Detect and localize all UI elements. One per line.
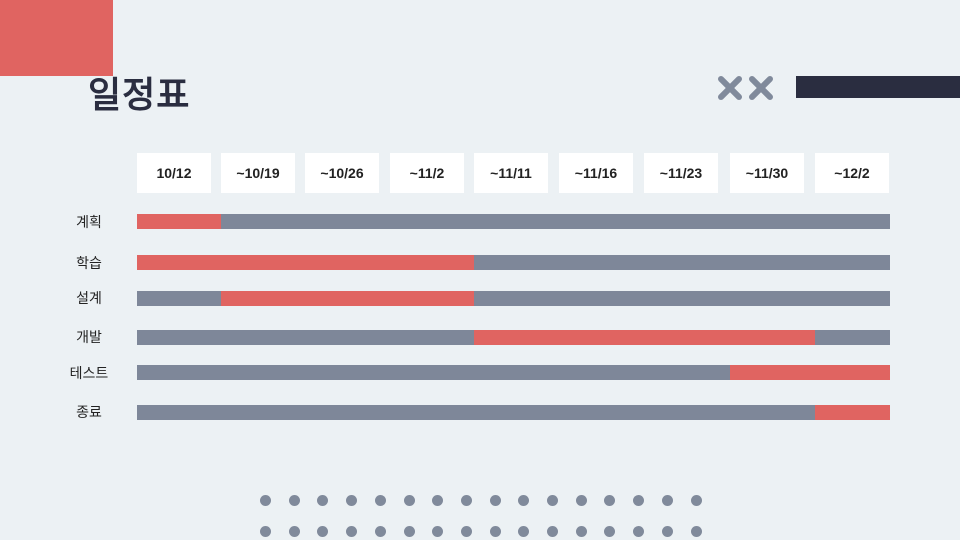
row-label: 계획 xyxy=(76,215,102,231)
decorative-dot xyxy=(661,495,673,506)
decorative-dot xyxy=(489,495,501,506)
decorative-dot xyxy=(547,526,558,537)
timeline-column-header: ~12/2 xyxy=(815,153,889,193)
row-track xyxy=(137,365,890,380)
decorative-dot xyxy=(575,495,587,506)
decorative-dot xyxy=(432,526,444,537)
decorative-dot xyxy=(690,526,702,537)
timeline-column-header: ~11/16 xyxy=(559,153,633,193)
corner-accent-block xyxy=(0,0,113,76)
timeline-column-header: ~11/30 xyxy=(730,153,804,193)
row-track xyxy=(137,214,890,229)
decorative-dot xyxy=(317,495,329,506)
timeline-column-header: ~10/26 xyxy=(305,153,379,193)
row-progress-segment xyxy=(137,214,221,229)
timeline-column-header: ~11/23 xyxy=(644,153,718,193)
decorative-dot xyxy=(518,526,530,537)
row-track xyxy=(137,405,890,420)
decorative-dot xyxy=(374,526,386,537)
row-progress-segment xyxy=(815,405,890,420)
row-progress-segment xyxy=(221,291,474,306)
decorative-dot xyxy=(633,526,645,537)
decorative-dot xyxy=(403,495,415,506)
decorative-dot xyxy=(661,526,673,537)
decorative-dot xyxy=(432,495,444,506)
x-icon xyxy=(718,76,742,100)
row-label: 개발 xyxy=(76,330,102,346)
decorative-dot xyxy=(260,495,271,506)
row-track xyxy=(137,330,890,345)
decorative-dot xyxy=(575,526,587,537)
decorative-dot xyxy=(288,526,300,537)
decorative-dot xyxy=(460,495,472,506)
page-title: 일정표 xyxy=(88,75,191,116)
row-track xyxy=(137,255,890,270)
decorative-dot xyxy=(547,495,558,506)
decorative-dot xyxy=(288,495,300,506)
decorative-dot xyxy=(604,526,616,537)
decorative-dot xyxy=(604,495,616,506)
decorative-dark-bar xyxy=(796,76,960,98)
decorative-dot xyxy=(690,495,702,506)
row-progress-segment xyxy=(730,365,890,380)
decorative-dot xyxy=(260,526,271,537)
row-label: 학습 xyxy=(76,256,102,272)
timeline-column-header: ~11/2 xyxy=(390,153,464,193)
timeline-column-header: 10/12 xyxy=(137,153,211,193)
row-progress-segment xyxy=(137,255,474,270)
decorative-dot xyxy=(518,495,530,506)
decorative-dot xyxy=(346,526,358,537)
row-label: 설계 xyxy=(76,291,102,307)
decorative-dot xyxy=(633,495,645,506)
row-progress-segment xyxy=(474,330,815,345)
row-track xyxy=(137,291,890,306)
decorative-dot xyxy=(374,495,386,506)
decorative-dot xyxy=(403,526,415,537)
decorative-dot xyxy=(489,526,501,537)
timeline-column-header: ~10/19 xyxy=(221,153,295,193)
row-label: 종료 xyxy=(76,405,102,421)
decorative-x-marks xyxy=(716,74,776,102)
decorative-dot xyxy=(317,526,329,537)
row-label: 테스트 xyxy=(69,366,109,382)
timeline-column-header: ~11/11 xyxy=(474,153,548,193)
decorative-dot xyxy=(346,495,358,506)
x-icon xyxy=(749,76,773,100)
decorative-dot xyxy=(460,526,472,537)
